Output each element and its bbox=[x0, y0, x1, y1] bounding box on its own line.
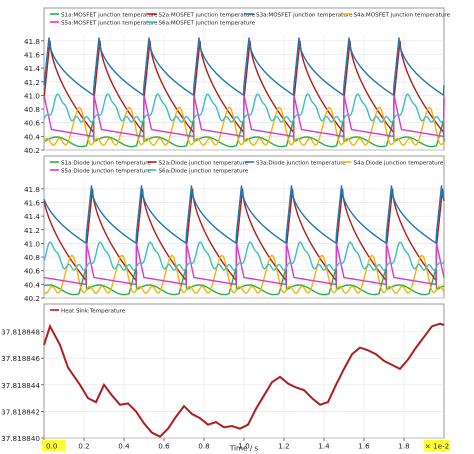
series-line-6 bbox=[43, 241, 445, 271]
x-tick-label: 1.2 bbox=[278, 442, 289, 451]
legend-label: S2a:MOSFET junction temperature bbox=[159, 13, 256, 19]
y-tick-label: 40.2 bbox=[24, 294, 40, 303]
y-tick-label: 40.8 bbox=[24, 105, 40, 114]
y-tick-label: 37.818848 bbox=[1, 328, 40, 337]
chart-panel-2: S1a:Diode junction temperature S2a:Diode … bbox=[24, 155, 445, 303]
x-tick-label: 0.6 bbox=[158, 442, 170, 451]
series-line-4 bbox=[43, 106, 445, 146]
legend-label: S6a:MOSFET junction temperature bbox=[159, 21, 256, 27]
y-tick-label: 41.4 bbox=[24, 64, 40, 73]
x-scale-label: × 1e-2 bbox=[425, 442, 449, 451]
y-tick-label: 41.0 bbox=[24, 239, 40, 248]
y-tick-label: 37.818844 bbox=[1, 381, 40, 390]
x-tick-label: 0.0 bbox=[46, 442, 58, 451]
y-tick-label: 41.2 bbox=[24, 78, 40, 87]
legend-label: S6a:Diode junction temperature bbox=[159, 169, 249, 175]
series-line-5 bbox=[43, 243, 445, 286]
x-tick-label: 0.2 bbox=[78, 442, 89, 451]
legend-label: S2a:Diode junction temperature bbox=[159, 161, 249, 167]
legend-label: S1a:Diode junction temperature bbox=[61, 161, 151, 167]
x-tick-label: 1.8 bbox=[398, 442, 410, 451]
y-tick-label: 41.4 bbox=[24, 212, 40, 221]
y-tick-label: 37.818846 bbox=[1, 354, 40, 363]
y-tick-label: 41.2 bbox=[24, 226, 40, 235]
y-tick-label: 40.4 bbox=[24, 280, 40, 289]
y-tick-label: 41.8 bbox=[24, 185, 40, 194]
x-tick-label: 0.4 bbox=[118, 442, 130, 451]
series-line-6 bbox=[43, 93, 445, 123]
series-line-3 bbox=[43, 37, 445, 97]
x-tick-label: 1.4 bbox=[318, 442, 330, 451]
chart-panel-1: S1a:MOSFET junction temperature S2a:MOSFE… bbox=[24, 7, 451, 155]
x-origin-highlight bbox=[42, 440, 66, 451]
legend-label: Heat Sink:Temperature bbox=[61, 309, 126, 315]
series-line-5 bbox=[43, 95, 445, 138]
x-tick-label: 0.8 bbox=[198, 442, 210, 451]
legend-label: S3a:Diode junction temperature bbox=[256, 161, 346, 167]
x-tick-label: 1.0 bbox=[238, 442, 250, 451]
x-axis-label: Time / s bbox=[229, 444, 259, 453]
y-tick-label: 41.6 bbox=[24, 50, 40, 59]
legend-label: S5a:MOSFET junction temperature bbox=[61, 21, 158, 27]
legend-label: S5a:Diode junction temperature bbox=[61, 169, 151, 175]
y-tick-label: 40.4 bbox=[24, 132, 40, 141]
scale-highlight bbox=[424, 440, 450, 451]
chart-panel-3: Heat Sink:Temperature 37.818848 37.818846 3… bbox=[1, 303, 450, 453]
y-tick-label: 41.6 bbox=[24, 198, 40, 207]
y-tick-label: 41.0 bbox=[24, 91, 40, 100]
y-tick-label: 40.6 bbox=[24, 267, 40, 276]
legend-label: S4a:MOSFET junction temperature bbox=[354, 13, 451, 19]
series-line-4 bbox=[43, 254, 445, 294]
legend-label: S3a:MOSFET junction temperature bbox=[256, 13, 353, 19]
y-tick-label: 40.8 bbox=[24, 253, 40, 262]
y-tick-label: 40.2 bbox=[24, 146, 40, 155]
heat-sink-line bbox=[43, 322, 445, 438]
legend-label: S4a:Diode junction temperature bbox=[354, 161, 444, 167]
legend-label: S1a:MOSFET junction temperature bbox=[61, 13, 158, 19]
y-tick-label: 37.818842 bbox=[1, 407, 40, 416]
y-tick-label: 37.818840 bbox=[1, 434, 40, 443]
y-tick-label: 40.6 bbox=[24, 119, 40, 128]
x-tick-label: 1.6 bbox=[358, 442, 370, 451]
y-tick-label: 41.8 bbox=[24, 37, 40, 46]
series-line-3 bbox=[43, 185, 445, 245]
